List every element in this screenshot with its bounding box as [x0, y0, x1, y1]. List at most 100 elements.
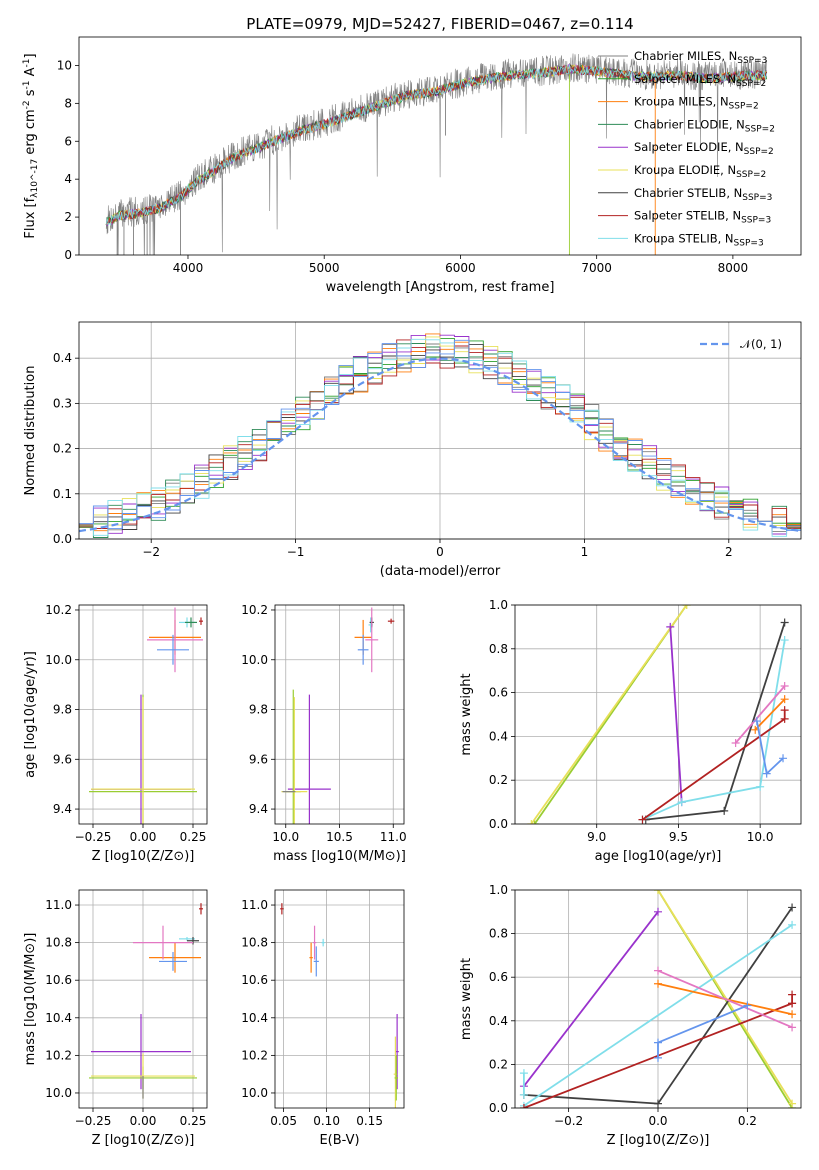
mass-weight-marker	[780, 714, 789, 723]
x-tick-label: 7000	[581, 261, 612, 275]
mass-weight-marker	[654, 1099, 662, 1108]
x-tick-label: 9.0	[587, 830, 606, 844]
panel-age_vs_mass: 10.0 10.5 11.0 9.4 9.6 9.8 10.0 10.2 mass [log10…	[241, 603, 407, 864]
axes-frame	[78, 321, 802, 540]
mass-weight-marker	[654, 1053, 662, 1062]
panel-mass_vs_EBV: 0.05 0.10 0.15 10.0 10.2 10.4 10.6 10.8 11.0 E(B-…	[241, 889, 405, 1148]
spectrum-model-line	[105, 64, 768, 227]
y-tick-label: 9.8	[249, 703, 268, 717]
mass-weight-marker	[654, 1038, 662, 1047]
x-tick-label: 8000	[718, 261, 749, 275]
y-tick-label: 10.0	[241, 1086, 268, 1100]
plot-area	[79, 333, 801, 538]
mass-weight-marker	[519, 1069, 528, 1078]
plot-area	[519, 890, 797, 1108]
y-tick-label: 0.4	[53, 351, 72, 365]
spectrum-model-line	[105, 64, 768, 225]
y-tick-label: 0.2	[489, 1057, 508, 1071]
y-tick-label: 10.2	[45, 603, 72, 617]
y-tick-label: 0.6	[489, 970, 508, 984]
x-axis-label: Z [log10(Z/Z⊙)]	[92, 1133, 195, 1148]
mass-weight-marker	[788, 1010, 797, 1019]
mass-weight-marker	[654, 890, 662, 894]
x-axis-label: mass [log10(M/M⊙)]	[273, 849, 406, 864]
y-tick-label: 0.3	[53, 396, 72, 410]
y-tick-label: 0.4	[489, 1014, 508, 1028]
mass-weight-line	[734, 685, 786, 744]
x-tick-label: 0.00	[130, 830, 157, 844]
plot-area	[280, 903, 399, 1108]
x-tick-label: −0.25	[75, 830, 112, 844]
mass-weight-marker	[780, 618, 789, 627]
mass-weight-marker	[780, 706, 789, 715]
y-tick-label: 0.8	[489, 642, 508, 656]
y-tick-label: 0.0	[489, 1101, 508, 1115]
figure-title: PLATE=0979, MJD=52427, FIBERID=0467, z=0…	[246, 15, 633, 33]
x-tick-label: 0	[436, 545, 444, 559]
y-tick-label: 9.4	[249, 802, 268, 816]
y-tick-label: 10.8	[45, 936, 72, 950]
x-tick-label: 10.0	[272, 830, 299, 844]
legend-entry: Chabrier STELIB, NSSP=3​	[634, 186, 772, 203]
x-tick-label: 5000	[309, 261, 340, 275]
y-tick-label: 9.6	[249, 752, 268, 766]
mass-weight-marker	[682, 605, 691, 609]
x-tick-label: −1	[287, 545, 305, 559]
mass-weight-marker	[731, 738, 740, 747]
panel-massweight_vs_age: 9.0 9.5 10.0 0.0 0.2 0.4 0.6 0.8 1.0 age [log10(a…	[459, 598, 802, 864]
mass-weight-marker	[780, 636, 789, 645]
y-tick-label: 10.4	[45, 1011, 72, 1025]
x-tick-label: 0.2	[738, 1114, 757, 1128]
x-tick-label: 0.05	[270, 1114, 297, 1128]
x-tick-label: 10.0	[747, 830, 774, 844]
mass-weight-marker	[666, 622, 675, 631]
histogram-step	[79, 338, 801, 537]
mass-weight-line	[657, 890, 793, 1105]
spectrum-model-line	[105, 64, 767, 226]
mass-weight-line	[523, 911, 659, 1087]
y-tick-label: 0.0	[489, 817, 508, 831]
mass-weight-marker	[654, 907, 662, 916]
mass-weight-line	[642, 639, 786, 821]
x-axis-label: Z [log10(Z/Z⊙)]	[92, 849, 195, 864]
y-tick-label: 1.0	[489, 598, 508, 612]
legend-entry: Salpeter ELODIE, NSSP=2​	[634, 140, 774, 157]
panel-residuals: −2 −1 0 1 2 0.0 0.1 0.2 0.3 0.4 (data-model)/error…	[23, 321, 802, 579]
mass-weight-marker	[788, 990, 797, 999]
panel-spectrum: 4000 5000 6000 7000 8000 0 2 4 6 8 10 wavelength [A…	[22, 36, 802, 295]
mass-weight-marker	[638, 815, 647, 824]
mass-weight-marker	[756, 782, 765, 791]
y-tick-label: 4	[64, 172, 72, 186]
mass-weight-marker	[752, 717, 761, 726]
mass-weight-line	[523, 924, 793, 1107]
mass-weight-marker	[743, 1001, 752, 1010]
panel-age_vs_Z: −0.25 0.00 0.25 9.4 9.6 9.8 10.0 10.2 Z [log10(Z…	[23, 603, 208, 864]
mass-weight-marker	[779, 754, 788, 763]
mass-weight-line	[669, 626, 683, 803]
y-tick-label: 6	[64, 134, 72, 148]
x-axis-label: wavelength [Angstrom, rest frame]	[326, 280, 555, 295]
y-axis-label: mass weight	[459, 958, 474, 1040]
y-tick-label: 0.2	[489, 773, 508, 787]
legend-entry: Salpeter STELIB, NSSP=3​	[634, 209, 771, 226]
y-axis-label: mass [log10(M/M⊙)]	[23, 933, 38, 1066]
x-tick-label: 4000	[173, 261, 204, 275]
x-tick-label: −0.2	[554, 1114, 583, 1128]
legend-entry: Salpeter MILES, NSSP=2​	[634, 72, 766, 89]
y-tick-label: 9.4	[53, 802, 72, 816]
legend-entry: Kroupa STELIB, NSSP=3​	[634, 231, 764, 248]
histogram-step	[79, 339, 801, 530]
x-tick-label: 11.0	[380, 830, 407, 844]
mass-weight-marker	[654, 979, 662, 988]
legend-entry: Chabrier ELODIE, NSSP=2​	[634, 117, 775, 134]
y-tick-label: 2	[64, 210, 72, 224]
mass-weight-marker	[519, 1104, 528, 1108]
y-tick-label: 8	[64, 96, 72, 110]
x-axis-label: E(B-V)	[319, 1133, 359, 1148]
mass-weight-marker	[677, 798, 686, 807]
y-tick-label: 10.0	[45, 653, 72, 667]
plot-area	[527, 605, 789, 824]
y-tick-label: 11.0	[45, 898, 72, 912]
y-tick-label: 9.8	[53, 703, 72, 717]
